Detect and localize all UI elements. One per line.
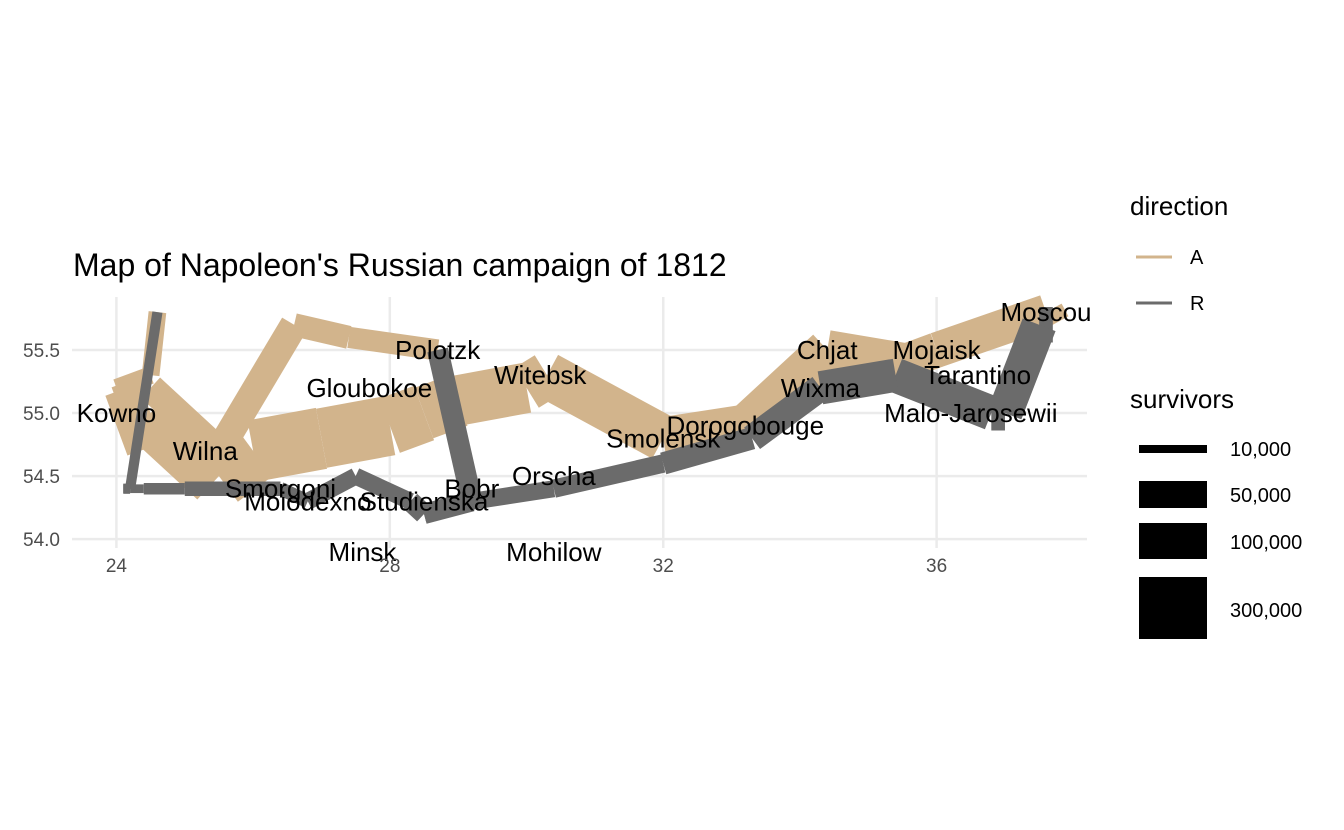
x-axis: 24 28 32 36 xyxy=(106,556,947,577)
city-label: Smorgoni xyxy=(225,474,336,504)
y-tick-label: 55.5 xyxy=(23,341,60,362)
legend-direction-title: direction xyxy=(1130,191,1228,221)
path-segment xyxy=(316,396,396,468)
path-segment xyxy=(660,427,756,475)
legend-size-swatch-300000 xyxy=(1139,577,1207,639)
path-segment xyxy=(291,313,352,349)
city-label: Smolensk xyxy=(606,423,721,453)
city-label: Mohilow xyxy=(506,537,602,567)
path-segment xyxy=(421,491,475,524)
city-label: Minsk xyxy=(329,537,398,567)
legend-size-swatch-10000 xyxy=(1139,445,1207,453)
troop-paths xyxy=(105,295,1069,524)
city-label: Moscou xyxy=(1000,297,1091,327)
path-segment xyxy=(744,377,829,450)
legend-size-label-10000: 10,000 xyxy=(1230,439,1291,461)
legend-survivors: survivors 10,000 50,000 100,000 300,000 xyxy=(1130,384,1302,639)
city-label: Moiodexno xyxy=(244,486,371,516)
city-label: Tarantino xyxy=(924,360,1031,390)
path-segment xyxy=(427,347,483,504)
series-r-group-2 xyxy=(403,347,483,524)
path-segment xyxy=(352,468,414,510)
series-r-group-1 xyxy=(123,307,1056,523)
path-segment xyxy=(731,334,842,441)
x-tick-label: 36 xyxy=(926,556,947,577)
path-segment xyxy=(930,295,1052,367)
path-segment xyxy=(277,482,311,508)
legend-size-label-100000: 100,000 xyxy=(1230,532,1302,554)
series-a-group-2 xyxy=(111,313,440,462)
city-label: Orscha xyxy=(512,461,596,491)
legend-size-label-50000: 50,000 xyxy=(1230,485,1291,507)
path-segment xyxy=(453,362,532,426)
legend-size-swatch-50000 xyxy=(1139,481,1207,508)
city-label: Gloubokoe xyxy=(306,373,432,403)
y-tick-label: 54.0 xyxy=(23,530,60,551)
path-segment xyxy=(403,493,431,522)
path-segment xyxy=(347,326,440,361)
x-tick-label: 32 xyxy=(653,556,674,577)
path-segment xyxy=(470,480,556,510)
path-segment xyxy=(896,333,943,380)
x-tick-label: 24 xyxy=(106,556,128,577)
city-label: Polotzk xyxy=(395,335,481,365)
city-label: Dorogobouge xyxy=(666,411,824,441)
city-label: Chjat xyxy=(797,335,858,365)
path-segment xyxy=(247,407,328,482)
series-r-group-3 xyxy=(123,311,163,494)
path-segment xyxy=(551,454,666,498)
path-segment xyxy=(514,355,560,408)
legend-size-swatch-100000 xyxy=(1139,523,1207,559)
path-segment xyxy=(141,377,229,462)
legend-direction: direction A R xyxy=(1130,191,1228,315)
city-label: Witebsk xyxy=(494,360,587,390)
path-segment xyxy=(817,358,899,405)
city-label: Studienska xyxy=(360,486,489,516)
y-axis: 54.0 54.5 55.0 55.5 xyxy=(23,341,60,551)
series-a-group-1 xyxy=(105,295,1069,502)
city-label: Wilna xyxy=(173,436,239,466)
city-label: Wixma xyxy=(781,373,861,403)
y-tick-label: 55.0 xyxy=(23,404,60,425)
path-segment xyxy=(200,425,273,502)
path-segment xyxy=(889,359,998,430)
legend-survivors-title: survivors xyxy=(1130,384,1234,414)
legend-label-r: R xyxy=(1190,293,1204,315)
path-segment xyxy=(660,404,749,460)
x-tick-label: 28 xyxy=(379,556,400,577)
path-segment xyxy=(125,311,163,490)
city-label: Kowno xyxy=(77,398,157,428)
chart-title: Map of Napoleon's Russian campaign of 18… xyxy=(73,247,727,283)
legend-size-label-300000: 300,000 xyxy=(1230,600,1302,622)
path-segment xyxy=(379,385,435,453)
city-label: Bobr xyxy=(444,474,499,504)
path-segment xyxy=(988,318,1056,420)
path-segment xyxy=(206,317,307,459)
y-tick-label: 54.5 xyxy=(23,467,60,488)
city-label: Malo-Jarosewii xyxy=(884,398,1057,428)
city-label: Mojaisk xyxy=(893,335,982,365)
path-segment xyxy=(535,354,675,459)
path-segment xyxy=(128,389,241,500)
legend-label-a: A xyxy=(1190,247,1204,269)
path-segment xyxy=(303,468,360,509)
